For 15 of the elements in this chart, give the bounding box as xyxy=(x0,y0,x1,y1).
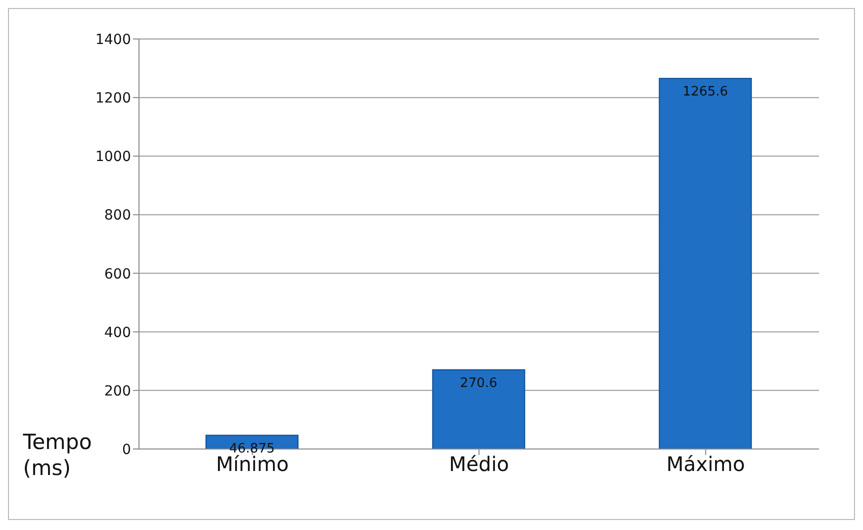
x-tick-label: Máximo xyxy=(666,452,745,476)
y-tick-label: 0 xyxy=(122,442,131,458)
bar xyxy=(658,78,752,449)
y-tick-label: 600 xyxy=(104,266,131,282)
y-tick-label: 800 xyxy=(104,208,131,224)
y-tick-label: 200 xyxy=(104,383,131,400)
y-tick-label: 400 xyxy=(104,324,131,341)
data-label: 1265.6 xyxy=(682,84,728,100)
y-tick-label: 1000 xyxy=(95,149,131,166)
x-tick-label: Médio xyxy=(448,452,510,476)
bar xyxy=(432,369,526,449)
y-tick-label: 1400 xyxy=(95,32,131,48)
data-label: 270.6 xyxy=(460,376,498,391)
y-tick-label: 1200 xyxy=(95,90,131,107)
y-axis-title: Tempo (ms) xyxy=(23,429,93,481)
